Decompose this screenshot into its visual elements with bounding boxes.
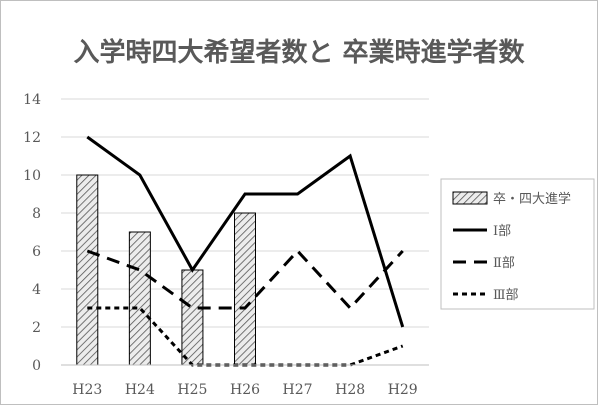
bar-H26: [234, 212, 256, 366]
legend: 卒・四大進学 Ⅰ部 Ⅱ部 Ⅲ部: [440, 178, 595, 310]
x-tick-label: H24: [125, 382, 155, 398]
chart-title: 入学時四大希望者数と 卒業時進学者数: [73, 37, 525, 68]
legend-swatch-bar: [452, 191, 488, 205]
x-tick-label: H27: [283, 382, 313, 398]
y-tick-label: 8: [32, 206, 41, 222]
legend-label: Ⅱ部: [493, 256, 515, 271]
x-tick-label: H25: [177, 382, 207, 398]
axis-layer: 0 2 4 6 8 10 12 14 H23 H24 H25 H26 H27 H28 H29: [23, 92, 429, 398]
bar-layer: [76, 174, 256, 366]
y-tick-label: 12: [23, 130, 41, 146]
y-tick-label: 14: [23, 92, 41, 108]
legend-label: Ⅰ部: [493, 224, 511, 239]
series-line-1: [86, 135, 405, 328]
bar-H25: [181, 269, 204, 366]
series-line-2: [86, 248, 404, 311]
bar-H23: [76, 174, 99, 366]
x-tick-label: H23: [72, 382, 102, 398]
x-tick-label: H28: [335, 382, 365, 398]
bar-H24: [128, 231, 151, 366]
y-tick-label: 4: [32, 282, 41, 298]
y-tick-label: 10: [23, 168, 41, 184]
x-tick-label: H29: [388, 382, 418, 398]
y-tick-label: 6: [32, 244, 41, 260]
y-tick-label: 2: [32, 320, 41, 336]
x-tick-label: H26: [230, 382, 260, 398]
legend-label: 卒・四大進学: [493, 191, 571, 207]
legend-label: Ⅲ部: [493, 288, 519, 303]
y-tick-label: 0: [32, 358, 41, 374]
